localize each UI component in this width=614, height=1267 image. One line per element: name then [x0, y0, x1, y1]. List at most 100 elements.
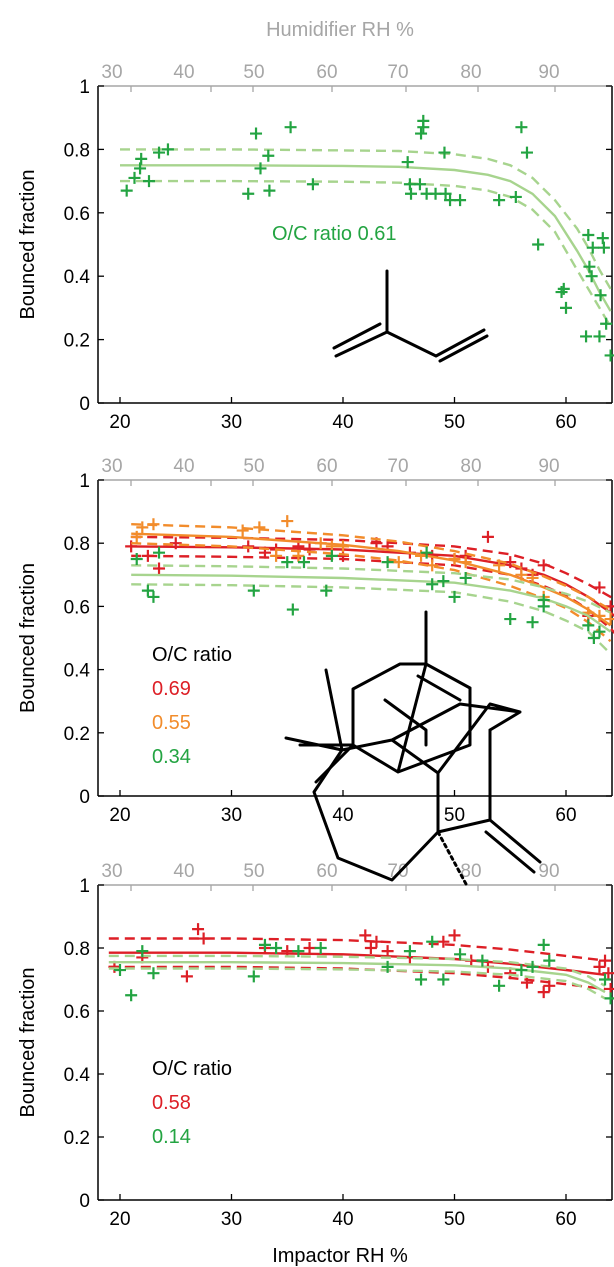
oc-ratio-value-red: 0.69 — [152, 678, 191, 700]
oc-ratio-value-green: 0.14 — [152, 1126, 191, 1148]
fit-line — [131, 545, 614, 618]
data-point — [602, 967, 614, 980]
data-point — [364, 942, 377, 954]
y-tick-label: 0.4 — [64, 1065, 91, 1086]
x-axis-title: Impactor RH % — [272, 1245, 408, 1267]
fit-upper-bound — [131, 523, 612, 611]
data-point — [594, 289, 607, 302]
data-point — [515, 964, 528, 977]
fit-lower-bound — [120, 179, 612, 328]
oc-ratio-value-orange: 0.55 — [152, 712, 191, 734]
data-point — [135, 152, 148, 165]
data-point — [263, 184, 276, 197]
data-point — [141, 584, 154, 597]
y-tick-label: 0.2 — [64, 724, 90, 745]
data-point — [448, 590, 461, 603]
data-point — [253, 521, 266, 534]
fit-lower-bound — [131, 583, 612, 655]
data-point — [586, 241, 599, 254]
data-point — [437, 973, 450, 986]
top-tick-label: 80 — [460, 861, 481, 882]
y-tick-label: 0.6 — [64, 204, 90, 225]
data-point — [314, 942, 327, 954]
data-point — [180, 970, 193, 983]
data-point — [454, 948, 467, 961]
oc-ratio-annotation-title: O/C ratio — [152, 644, 232, 666]
oc-ratio-value-green: 0.34 — [152, 746, 191, 768]
data-point — [147, 590, 160, 603]
data-point — [593, 330, 606, 343]
data-point — [381, 960, 394, 973]
data-point — [192, 923, 205, 936]
data-point — [587, 632, 600, 644]
data-point — [481, 530, 494, 543]
data-point — [493, 979, 506, 992]
oc-ratio-value-red: 0.58 — [152, 1092, 191, 1114]
data-point — [270, 942, 283, 954]
series-0.34 — [130, 546, 612, 655]
top-tick-label: 70 — [387, 62, 408, 83]
y-tick-label: 0.6 — [64, 1002, 90, 1023]
y-tick-label: 0 — [79, 1191, 90, 1212]
data-point — [600, 317, 613, 330]
data-point — [585, 270, 598, 283]
top-tick-label: 80 — [460, 62, 481, 83]
data-point — [493, 559, 506, 572]
fit-line — [131, 532, 612, 627]
top-tick-label: 40 — [173, 62, 194, 83]
oc-ratio-annotation-title: O/C ratio — [152, 1058, 232, 1080]
data-point — [526, 571, 539, 584]
data-point — [284, 121, 297, 134]
data-point — [303, 942, 316, 954]
data-point — [526, 616, 539, 629]
data-point — [262, 149, 275, 162]
data-point — [515, 121, 528, 134]
data-point — [599, 973, 612, 986]
data-point — [125, 989, 138, 1002]
data-point — [543, 954, 556, 967]
data-point — [582, 619, 595, 632]
chart-panel-2: 0 0.2 0.4 0.6 0.8 1 20 30 40 50 60 30 40 50 60 70 80 90 Bo… — [17, 456, 614, 826]
data-point — [403, 178, 416, 191]
data-point — [444, 194, 457, 207]
y-axis-title: Bounced fraction — [17, 967, 39, 1117]
data-point — [426, 935, 439, 948]
fit-line — [131, 573, 612, 633]
molecule-structures — [284, 269, 542, 886]
data-point — [136, 945, 149, 958]
top-tick-label: 30 — [101, 861, 122, 882]
x-tick-label: 60 — [555, 805, 576, 826]
y-tick-label: 1 — [79, 876, 90, 897]
series-0.61 — [120, 114, 614, 362]
data-point — [448, 553, 461, 565]
data-point — [580, 330, 593, 343]
y-axis-title: Bounced fraction — [17, 563, 39, 713]
x-tick-label: 60 — [555, 1209, 576, 1230]
oc-ratio-annotation: O/C ratio 0.61 — [272, 223, 397, 245]
data-point — [454, 194, 467, 207]
data-point — [448, 929, 461, 942]
fit-line — [108, 961, 606, 994]
top-tick-label: 60 — [316, 62, 337, 83]
data-point — [130, 530, 143, 543]
data-point — [583, 260, 596, 273]
data-point — [426, 578, 439, 591]
data-point — [429, 187, 442, 200]
data-point — [114, 964, 126, 977]
series-0.55 — [130, 515, 614, 643]
data-point — [236, 524, 249, 537]
data-point — [250, 127, 263, 140]
y-tick-label: 1 — [79, 77, 90, 98]
data-point — [337, 540, 349, 553]
data-point — [153, 562, 166, 575]
isoprene-structure — [332, 269, 489, 363]
data-point — [509, 190, 522, 203]
x-tick-label: 50 — [444, 1209, 465, 1230]
y-tick-label: 0.4 — [64, 267, 91, 288]
x-tick-label: 40 — [332, 1209, 353, 1230]
data-point — [359, 929, 372, 942]
data-point — [136, 521, 149, 534]
top-tick-label: 90 — [538, 456, 559, 477]
data-point — [281, 556, 294, 569]
